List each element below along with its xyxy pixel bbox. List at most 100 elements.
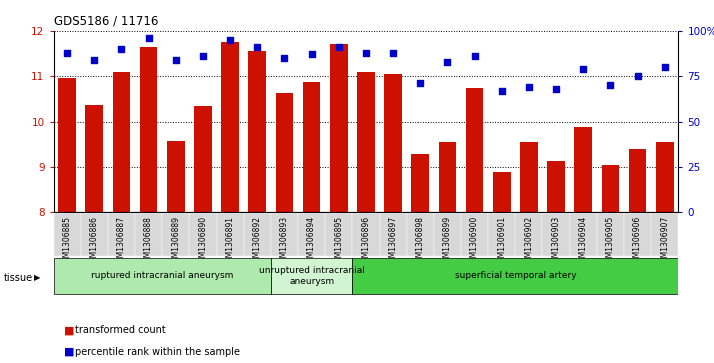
Text: GSM1306886: GSM1306886: [90, 216, 99, 267]
Bar: [493, 172, 511, 212]
Bar: [380, 213, 407, 256]
Bar: [656, 142, 673, 212]
Bar: [59, 78, 76, 212]
Text: GSM1306895: GSM1306895: [334, 216, 343, 267]
Text: transformed count: transformed count: [75, 325, 166, 335]
Bar: [651, 213, 678, 256]
Text: GSM1306894: GSM1306894: [307, 216, 316, 267]
Point: [523, 84, 535, 90]
Bar: [135, 213, 162, 256]
Text: GSM1306887: GSM1306887: [117, 216, 126, 267]
Bar: [520, 142, 538, 212]
Text: GSM1306891: GSM1306891: [226, 216, 235, 267]
Bar: [434, 213, 461, 256]
Text: ■: ■: [64, 325, 75, 335]
Point: [496, 88, 508, 94]
Bar: [516, 213, 543, 256]
Bar: [81, 213, 108, 256]
Bar: [140, 47, 158, 212]
Bar: [162, 213, 189, 256]
Point: [306, 52, 317, 57]
Bar: [271, 258, 352, 294]
Bar: [357, 72, 375, 212]
Text: GDS5186 / 11716: GDS5186 / 11716: [54, 15, 158, 28]
Text: unruptured intracranial
aneurysm: unruptured intracranial aneurysm: [258, 266, 365, 286]
Text: GSM1306897: GSM1306897: [388, 216, 398, 267]
Text: GSM1306893: GSM1306893: [280, 216, 289, 267]
Bar: [194, 106, 212, 212]
Point: [469, 53, 481, 59]
Bar: [602, 165, 619, 212]
Bar: [108, 213, 135, 256]
Bar: [54, 213, 81, 256]
Bar: [86, 105, 103, 212]
Point: [605, 82, 616, 88]
Text: ■: ■: [64, 347, 75, 357]
Bar: [570, 213, 597, 256]
Point: [388, 50, 399, 56]
Bar: [248, 51, 266, 212]
Bar: [113, 72, 130, 212]
Bar: [298, 213, 325, 256]
Text: percentile rank within the sample: percentile rank within the sample: [75, 347, 240, 357]
Bar: [488, 213, 516, 256]
Point: [415, 81, 426, 86]
Bar: [167, 141, 185, 212]
Text: tissue: tissue: [4, 273, 33, 283]
Point: [224, 37, 236, 43]
Text: superficial temporal artery: superficial temporal artery: [455, 272, 576, 280]
Bar: [221, 42, 239, 212]
Text: GSM1306898: GSM1306898: [416, 216, 425, 267]
Bar: [574, 127, 592, 212]
Bar: [624, 213, 651, 256]
Text: GSM1306889: GSM1306889: [171, 216, 180, 267]
Bar: [597, 213, 624, 256]
Bar: [271, 213, 298, 256]
Point: [197, 53, 208, 59]
Bar: [352, 213, 380, 256]
Bar: [303, 82, 321, 212]
Bar: [547, 161, 565, 212]
Point: [116, 46, 127, 52]
Bar: [54, 258, 271, 294]
Point: [89, 57, 100, 63]
Text: GSM1306885: GSM1306885: [63, 216, 71, 267]
Text: GSM1306903: GSM1306903: [552, 216, 560, 267]
Text: GSM1306899: GSM1306899: [443, 216, 452, 267]
Point: [442, 59, 453, 65]
Bar: [189, 213, 216, 256]
Text: GSM1306890: GSM1306890: [198, 216, 208, 267]
Text: GSM1306907: GSM1306907: [660, 216, 669, 267]
Text: ruptured intracranial aneurysm: ruptured intracranial aneurysm: [91, 272, 233, 280]
Bar: [330, 44, 348, 212]
Bar: [325, 213, 352, 256]
Point: [143, 35, 154, 41]
Bar: [407, 213, 434, 256]
Text: GSM1306888: GSM1306888: [144, 216, 153, 267]
Text: GSM1306900: GSM1306900: [470, 216, 479, 267]
Text: GSM1306902: GSM1306902: [524, 216, 533, 267]
Bar: [543, 213, 570, 256]
Bar: [352, 258, 678, 294]
Text: GSM1306905: GSM1306905: [606, 216, 615, 267]
Bar: [243, 213, 271, 256]
Point: [550, 86, 562, 92]
Point: [278, 55, 290, 61]
Bar: [276, 93, 293, 212]
Bar: [216, 213, 243, 256]
Text: GSM1306906: GSM1306906: [633, 216, 642, 267]
Text: GSM1306896: GSM1306896: [361, 216, 371, 267]
Bar: [629, 149, 646, 212]
Point: [333, 44, 344, 50]
Bar: [461, 213, 488, 256]
Text: ▶: ▶: [34, 273, 41, 282]
Point: [170, 57, 181, 63]
Text: GSM1306901: GSM1306901: [497, 216, 506, 267]
Bar: [384, 74, 402, 212]
Point: [578, 66, 589, 72]
Point: [61, 50, 73, 56]
Bar: [438, 142, 456, 212]
Point: [659, 64, 670, 70]
Text: GSM1306904: GSM1306904: [579, 216, 588, 267]
Bar: [411, 154, 429, 212]
